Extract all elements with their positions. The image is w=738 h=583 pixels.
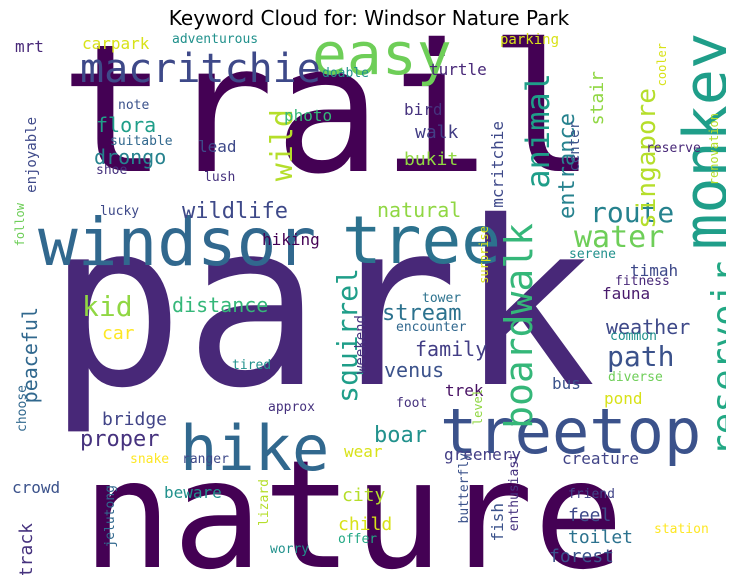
cloud-word-beware: beware bbox=[164, 483, 222, 502]
cloud-word-common: common bbox=[610, 329, 657, 344]
cloud-word-lizard: lizard bbox=[257, 479, 272, 526]
cloud-word-city: city bbox=[342, 485, 386, 506]
cloud-word-singapore: singapore bbox=[632, 88, 662, 229]
cloud-word-bus: bus bbox=[552, 374, 581, 393]
cloud-word-lush: lush bbox=[204, 170, 236, 185]
cloud-word-level: level bbox=[471, 389, 485, 426]
cloud-word-surprise: surprise bbox=[477, 226, 491, 284]
cloud-word-greenery: greenery bbox=[444, 445, 522, 464]
cloud-word-suitable: suitable bbox=[110, 134, 173, 149]
cloud-word-path: path bbox=[607, 340, 675, 373]
cloud-word-jelutong: jelutong bbox=[103, 485, 118, 548]
cloud-word-renovation: renovation bbox=[707, 113, 721, 186]
cloud-word-boardwalk: boardwalk bbox=[497, 223, 541, 429]
cloud-word-bukit: bukit bbox=[404, 149, 459, 170]
cloud-word-feel: feel bbox=[568, 505, 612, 526]
cloud-word-bird: bird bbox=[404, 100, 443, 119]
cloud-word-wear: wear bbox=[344, 442, 383, 461]
cloud-word-easy: easy bbox=[312, 33, 452, 88]
cloud-word-nature: nature bbox=[82, 429, 624, 575]
cloud-word-weekend: weekend bbox=[353, 315, 369, 375]
cloud-word-toilet: toilet bbox=[568, 527, 634, 548]
cloud-word-lucky: lucky bbox=[100, 204, 140, 219]
cloud-word-treetop: treetop bbox=[440, 395, 702, 468]
cloud-word-tower: tower bbox=[422, 291, 462, 306]
cloud-word-turtle: turtle bbox=[429, 60, 487, 79]
cloud-word-family: family bbox=[415, 337, 488, 361]
cloud-word-follow: follow bbox=[13, 203, 27, 247]
cloud-word-doable: doable bbox=[322, 66, 369, 81]
cloud-word-proper: proper bbox=[80, 427, 160, 452]
cloud-word-weather: weather bbox=[606, 315, 691, 339]
cloud-word-adventurous: adventurous bbox=[172, 33, 259, 47]
cloud-word-mrt: mrt bbox=[15, 37, 44, 56]
cloud-word-windsor: windsor bbox=[38, 204, 317, 281]
cloud-word-enjoyable: enjoyable bbox=[24, 117, 40, 193]
cloud-word-center: center bbox=[567, 121, 583, 172]
cloud-word-macritchie: macritchie bbox=[80, 46, 321, 92]
cloud-word-drongo: drongo bbox=[94, 145, 167, 169]
cloud-word-pond: pond bbox=[604, 389, 643, 408]
cloud-word-trek: trek bbox=[445, 381, 484, 400]
cloud-word-creature: creature bbox=[562, 449, 640, 468]
cloud-word-ranger: ranger bbox=[182, 452, 229, 467]
cloud-word-note: note bbox=[118, 98, 150, 113]
cloud-word-distance: distance bbox=[172, 293, 269, 317]
cloud-word-wildlife: wildlife bbox=[182, 199, 288, 224]
cloud-word-natural: natural bbox=[377, 198, 462, 222]
cloud-word-foot: foot bbox=[396, 396, 428, 411]
cloud-word-carpark: carpark bbox=[82, 34, 150, 53]
cloud-word-encounter: encounter bbox=[396, 320, 467, 335]
word-cloud: park trail nature windsor treetop tree hike mon… bbox=[12, 33, 726, 575]
cloud-word-enthusiast: enthusiast bbox=[507, 453, 522, 532]
cloud-word-bridge: bridge bbox=[102, 409, 168, 430]
cloud-word-park: park bbox=[47, 172, 597, 438]
cloud-word-child: child bbox=[338, 514, 393, 535]
cloud-word-track: track bbox=[16, 523, 37, 575]
cloud-word-stair: stair bbox=[587, 71, 608, 126]
cloud-word-choose: choose bbox=[15, 385, 30, 432]
cloud-word-tired: tired bbox=[232, 358, 272, 373]
cloud-word-photo: photo bbox=[284, 106, 333, 125]
cloud-word-worry: worry bbox=[270, 542, 310, 557]
cloud-word-serene: serene bbox=[569, 247, 616, 262]
cloud-word-reserve: reserve bbox=[646, 141, 701, 156]
cloud-word-reservoir: reservoir bbox=[705, 261, 726, 457]
cloud-word-crowd: crowd bbox=[12, 478, 61, 497]
cloud-word-water: water bbox=[574, 220, 665, 255]
cloud-word-offer: offer bbox=[338, 532, 378, 547]
cloud-word-forest: forest bbox=[549, 546, 615, 567]
cloud-word-animal: animal bbox=[519, 73, 557, 189]
chart-title: Keyword Cloud for: Windsor Nature Park bbox=[168, 6, 570, 30]
cloud-word-route: route bbox=[590, 196, 675, 229]
cloud-word-snake: snake bbox=[130, 452, 170, 467]
cloud-word-boar: boar bbox=[374, 423, 427, 448]
cloud-word-lead: lead bbox=[198, 137, 237, 156]
cloud-word-butterfly: butterfly bbox=[457, 453, 472, 524]
cloud-word-diverse: diverse bbox=[608, 370, 663, 385]
cloud-word-hiking: hiking bbox=[262, 230, 320, 249]
cloud-word-cooler: cooler bbox=[655, 43, 669, 87]
cloud-word-walk: walk bbox=[415, 122, 459, 143]
cloud-word-stream: stream bbox=[382, 301, 462, 326]
cloud-word-shoe: shoe bbox=[96, 163, 128, 178]
cloud-word-approx: approx bbox=[268, 400, 315, 415]
cloud-word-hike: hike bbox=[180, 412, 330, 485]
cloud-word-station: station bbox=[654, 522, 709, 537]
cloud-word-tree: tree bbox=[342, 202, 501, 279]
cloud-word-trail: trail bbox=[60, 33, 596, 213]
cloud-word-venus: venus bbox=[384, 358, 445, 382]
cloud-word-fish: fish bbox=[488, 503, 507, 542]
cloud-word-kid: kid bbox=[82, 290, 133, 323]
cloud-word-flora: flora bbox=[96, 113, 157, 137]
cloud-word-car: car bbox=[102, 323, 135, 344]
cloud-word-fitness: fitness bbox=[615, 274, 670, 289]
cloud-word-fauna: fauna bbox=[602, 284, 651, 303]
cloud-word-friend: friend bbox=[568, 487, 615, 502]
cloud-word-mcritchie: mcritchie bbox=[488, 121, 507, 208]
cloud-word-timah: timah bbox=[630, 261, 679, 280]
cloud-word-parking: parking bbox=[500, 33, 560, 48]
